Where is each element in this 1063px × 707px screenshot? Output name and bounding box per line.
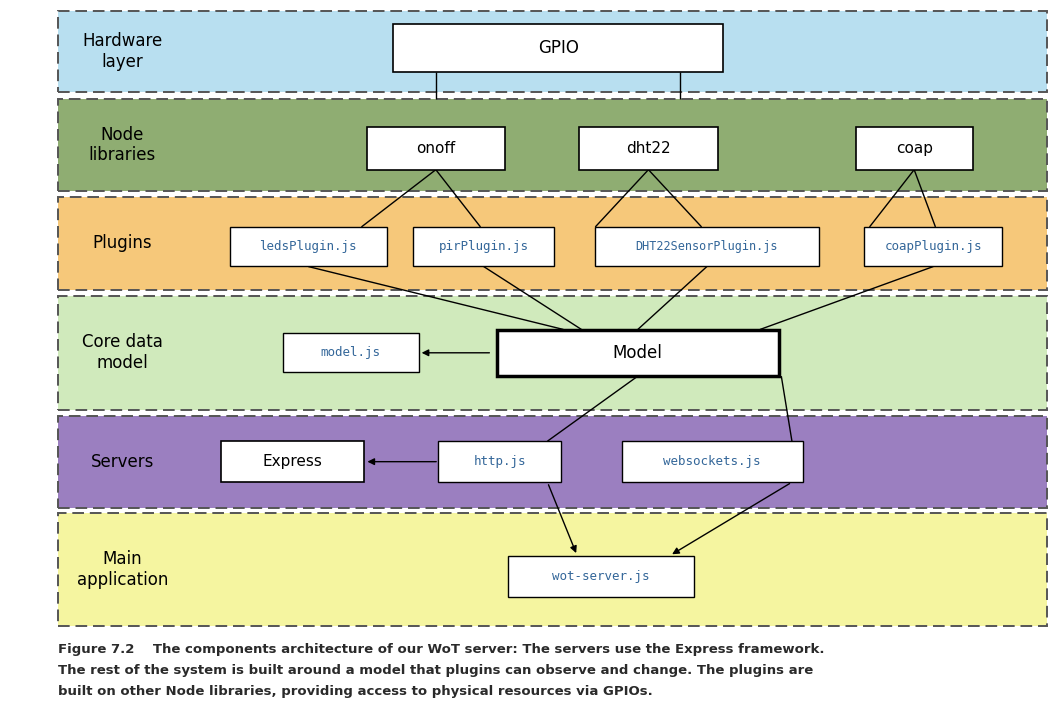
Bar: [393, 24, 723, 72]
Text: model.js: model.js: [321, 346, 381, 359]
Bar: [58, 416, 1047, 508]
Text: pirPlugin.js: pirPlugin.js: [439, 240, 528, 253]
Text: http.js: http.js: [473, 455, 526, 468]
Text: websockets.js: websockets.js: [663, 455, 761, 468]
Bar: [507, 556, 693, 597]
Text: Express: Express: [263, 454, 322, 469]
Text: built on other Node libraries, providing access to physical resources via GPIOs.: built on other Node libraries, providing…: [58, 685, 654, 698]
Bar: [595, 227, 819, 266]
Text: Hardware
layer: Hardware layer: [82, 32, 163, 71]
Bar: [497, 329, 778, 375]
Text: Core data
model: Core data model: [82, 334, 163, 372]
Bar: [622, 441, 803, 482]
Text: ledsPlugin.js: ledsPlugin.js: [259, 240, 357, 253]
Text: wot-server.js: wot-server.js: [552, 570, 649, 583]
Text: Model: Model: [613, 344, 662, 362]
Bar: [58, 296, 1047, 410]
Text: Servers: Servers: [90, 452, 154, 471]
Bar: [221, 441, 364, 482]
Bar: [283, 334, 419, 372]
Bar: [58, 11, 1047, 92]
Bar: [58, 197, 1047, 290]
Bar: [58, 99, 1047, 191]
Text: DHT22SensorPlugin.js: DHT22SensorPlugin.js: [636, 240, 778, 253]
Text: Plugins: Plugins: [92, 234, 152, 252]
Text: GPIO: GPIO: [538, 39, 578, 57]
Bar: [856, 127, 973, 170]
Bar: [58, 513, 1047, 626]
Text: onoff: onoff: [417, 141, 455, 156]
Bar: [864, 227, 1002, 266]
Text: coapPlugin.js: coapPlugin.js: [884, 240, 982, 253]
Text: coap: coap: [896, 141, 932, 156]
Bar: [367, 127, 505, 170]
Text: Main
application: Main application: [77, 550, 168, 588]
Bar: [230, 227, 387, 266]
Text: Node
libraries: Node libraries: [88, 126, 156, 164]
Bar: [579, 127, 718, 170]
Text: dht22: dht22: [626, 141, 671, 156]
Bar: [412, 227, 555, 266]
Text: Figure 7.2    The components architecture of our WoT server: The servers use the: Figure 7.2 The components architecture o…: [58, 643, 825, 655]
Text: The rest of the system is built around a model that plugins can observe and chan: The rest of the system is built around a…: [58, 664, 813, 677]
Bar: [438, 441, 561, 482]
